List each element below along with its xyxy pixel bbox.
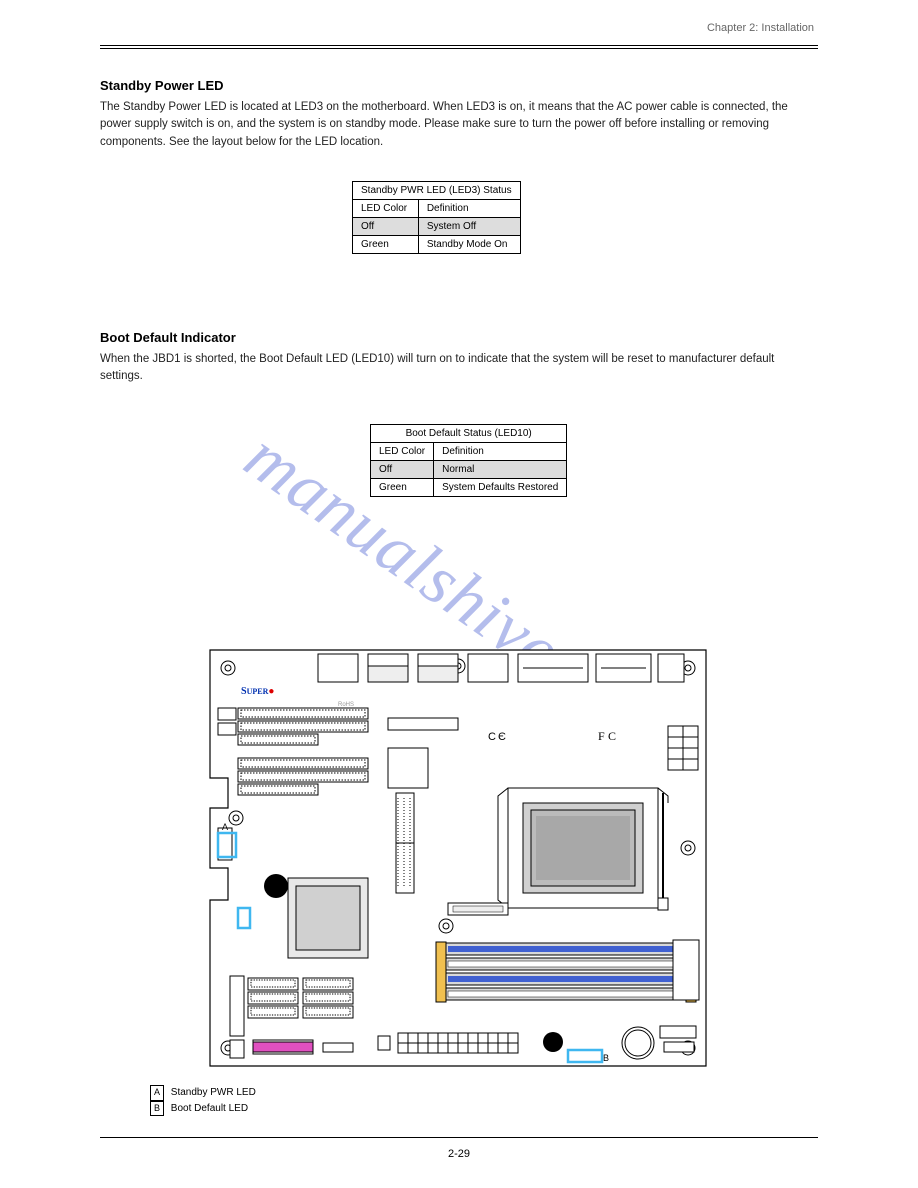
svg-text:B: B xyxy=(603,1053,609,1063)
callout-b-text: Boot Default LED xyxy=(171,1103,248,1114)
page-header: Chapter 2: Installation xyxy=(707,22,814,34)
svg-text:F: F xyxy=(598,729,605,743)
table2-r2c1: Green xyxy=(371,479,434,497)
table1-h1: LED Color xyxy=(353,200,419,218)
board-svg: SUPER● RoHS C Є F C xyxy=(208,648,708,1068)
section-standby-power: Standby Power LED The Standby Power LED … xyxy=(100,78,818,157)
page-number: 2-29 xyxy=(0,1148,918,1160)
table1-wrap: Standby PWR LED (LED3) Status LED Color … xyxy=(352,177,521,254)
callout-a: A Standby PWR LED xyxy=(150,1085,256,1101)
callout-a-box: A xyxy=(150,1085,164,1101)
table1-h2: Definition xyxy=(418,200,520,218)
table2-h1: LED Color xyxy=(371,443,434,461)
svg-text:Є: Є xyxy=(498,731,506,743)
table2-caption: Boot Default Status (LED10) xyxy=(371,425,567,443)
svg-text:SUPER●: SUPER● xyxy=(241,686,274,697)
section1-title: Standby Power LED xyxy=(100,78,818,93)
callout-a-text: Standby PWR LED xyxy=(171,1087,256,1098)
svg-text:A: A xyxy=(222,822,228,832)
motherboard-diagram: SUPER● RoHS C Є F C xyxy=(208,648,708,1068)
section-boot-default: Boot Default Indicator When the JBD1 is … xyxy=(100,330,818,392)
table1-caption: Standby PWR LED (LED3) Status xyxy=(353,182,521,200)
svg-text:C: C xyxy=(488,731,496,743)
table1-r2c2: Standby Mode On xyxy=(418,236,520,254)
table2-wrap: Boot Default Status (LED10) LED Color De… xyxy=(370,420,567,497)
svg-text:C: C xyxy=(608,729,616,743)
table2-r1c1: Off xyxy=(371,461,434,479)
svg-text:RoHS: RoHS xyxy=(338,702,354,708)
callout-b-box: B xyxy=(150,1101,164,1117)
table2-r2c2: System Defaults Restored xyxy=(434,479,567,497)
table1-r1c2: System Off xyxy=(418,218,520,236)
footer-rule xyxy=(100,1137,818,1138)
table1-r1c1: Off xyxy=(353,218,419,236)
table2-h2: Definition xyxy=(434,443,567,461)
table2-r1c2: Normal xyxy=(434,461,567,479)
section2-body: When the JBD1 is shorted, the Boot Defau… xyxy=(100,351,818,386)
section2-title: Boot Default Indicator xyxy=(100,330,818,345)
callout-legend: A Standby PWR LED B Boot Default LED xyxy=(150,1085,256,1116)
table1-r2c1: Green xyxy=(353,236,419,254)
callout-b: B Boot Default LED xyxy=(150,1101,256,1117)
section1-body: The Standby Power LED is located at LED3… xyxy=(100,99,818,151)
table-boot-default: Boot Default Status (LED10) LED Color De… xyxy=(370,424,567,497)
page-top-rule xyxy=(100,45,818,49)
table-standby-led: Standby PWR LED (LED3) Status LED Color … xyxy=(352,181,521,254)
